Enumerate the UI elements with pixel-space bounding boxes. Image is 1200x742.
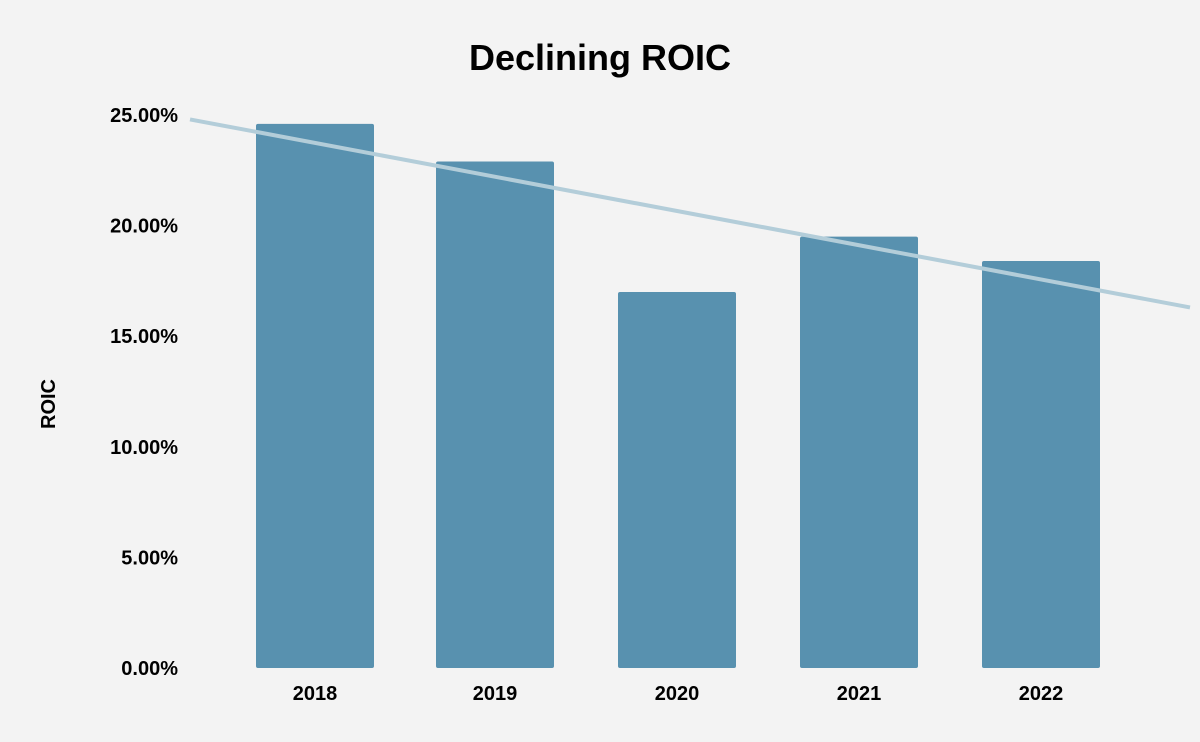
trendline	[189, 117, 1191, 310]
y-tick-label: 0.00%	[121, 658, 178, 680]
bars	[256, 123, 1100, 668]
y-tick-label: 5.00%	[121, 547, 178, 569]
bar-2021	[800, 236, 918, 668]
trendline-group	[189, 117, 1191, 310]
x-tick-label: 2020	[655, 683, 700, 705]
y-axis-ticks: 0.00% 5.00% 10.00% 15.00% 20.00% 25.00%	[110, 105, 178, 680]
y-tick-label: 20.00%	[110, 216, 178, 238]
chart-title: Declining ROIC	[469, 37, 731, 78]
bar-2020	[618, 291, 736, 668]
y-tick-label: 10.00%	[110, 437, 178, 459]
bar-2019	[436, 161, 554, 668]
x-tick-label: 2018	[293, 683, 338, 705]
x-tick-label: 2022	[1019, 683, 1064, 705]
x-axis-ticks: 2018 2019 2020 2021 2022	[293, 683, 1064, 705]
x-tick-label: 2019	[473, 683, 518, 705]
y-axis-label: ROIC	[38, 379, 60, 429]
x-tick-label: 2021	[837, 683, 882, 705]
y-tick-label: 15.00%	[110, 326, 178, 348]
bar-2022	[982, 260, 1100, 668]
bar-2018	[256, 123, 374, 668]
y-tick-label: 25.00%	[110, 105, 178, 127]
